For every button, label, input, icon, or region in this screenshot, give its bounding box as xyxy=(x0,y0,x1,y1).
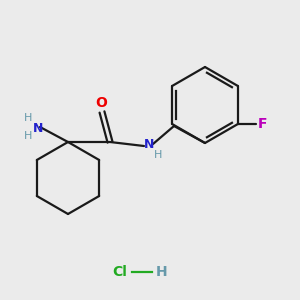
Text: F: F xyxy=(258,117,268,131)
Text: H: H xyxy=(24,113,32,123)
Text: H: H xyxy=(154,150,162,160)
Text: H: H xyxy=(156,265,168,279)
Text: N: N xyxy=(33,122,43,134)
Text: N: N xyxy=(144,137,154,151)
Text: O: O xyxy=(95,96,107,110)
Text: Cl: Cl xyxy=(112,265,128,279)
Text: H: H xyxy=(24,131,32,141)
